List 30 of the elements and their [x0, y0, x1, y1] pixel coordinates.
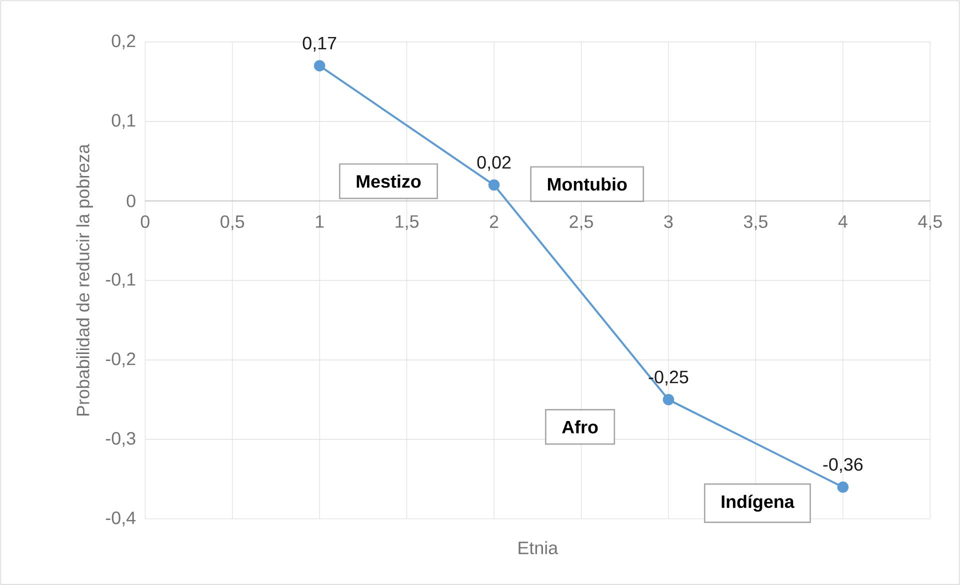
x-tick-label: 3 [664, 215, 673, 228]
annotation: Mestizo [356, 174, 421, 188]
annotation: Afro [562, 420, 598, 434]
annotation: Indígena [722, 494, 794, 512]
point [488, 179, 500, 191]
y-tick-label: -0,2 [106, 352, 136, 368]
x-axis-title: Etnia [518, 541, 558, 554]
point [837, 481, 849, 493]
data-label: 0,02 [477, 156, 511, 171]
x-tick-label: 3,5 [744, 215, 768, 230]
y-axis-title: Probabilidad de reducir la pobreza [76, 144, 93, 416]
data-label: -0,36 [823, 458, 863, 473]
y-tick-label: -0,1 [106, 272, 136, 288]
x-tick-label: 1 [316, 215, 324, 228]
x-tick-label: 2 [490, 215, 498, 228]
x-tick-label: 4,5 [918, 215, 942, 230]
data-label: 0,17 [302, 36, 336, 52]
y-tick-label: 0 [126, 194, 136, 208]
y-tick-label: -0,4 [106, 511, 136, 526]
x-tick-label: 2,5 [570, 215, 593, 230]
x-tick-label: 1,5 [396, 215, 419, 230]
annotation: Montubio [548, 177, 627, 191]
y-tick-label: 0,1 [112, 114, 136, 129]
x-tick-label: 4 [838, 215, 848, 228]
y-tick-label: 0,2 [112, 34, 136, 50]
x-tick-label: 0 [140, 215, 150, 228]
y-tick-label: -0,3 [106, 432, 136, 447]
x-tick-label: 0,5 [220, 215, 244, 230]
point [662, 394, 674, 406]
point [314, 60, 326, 72]
